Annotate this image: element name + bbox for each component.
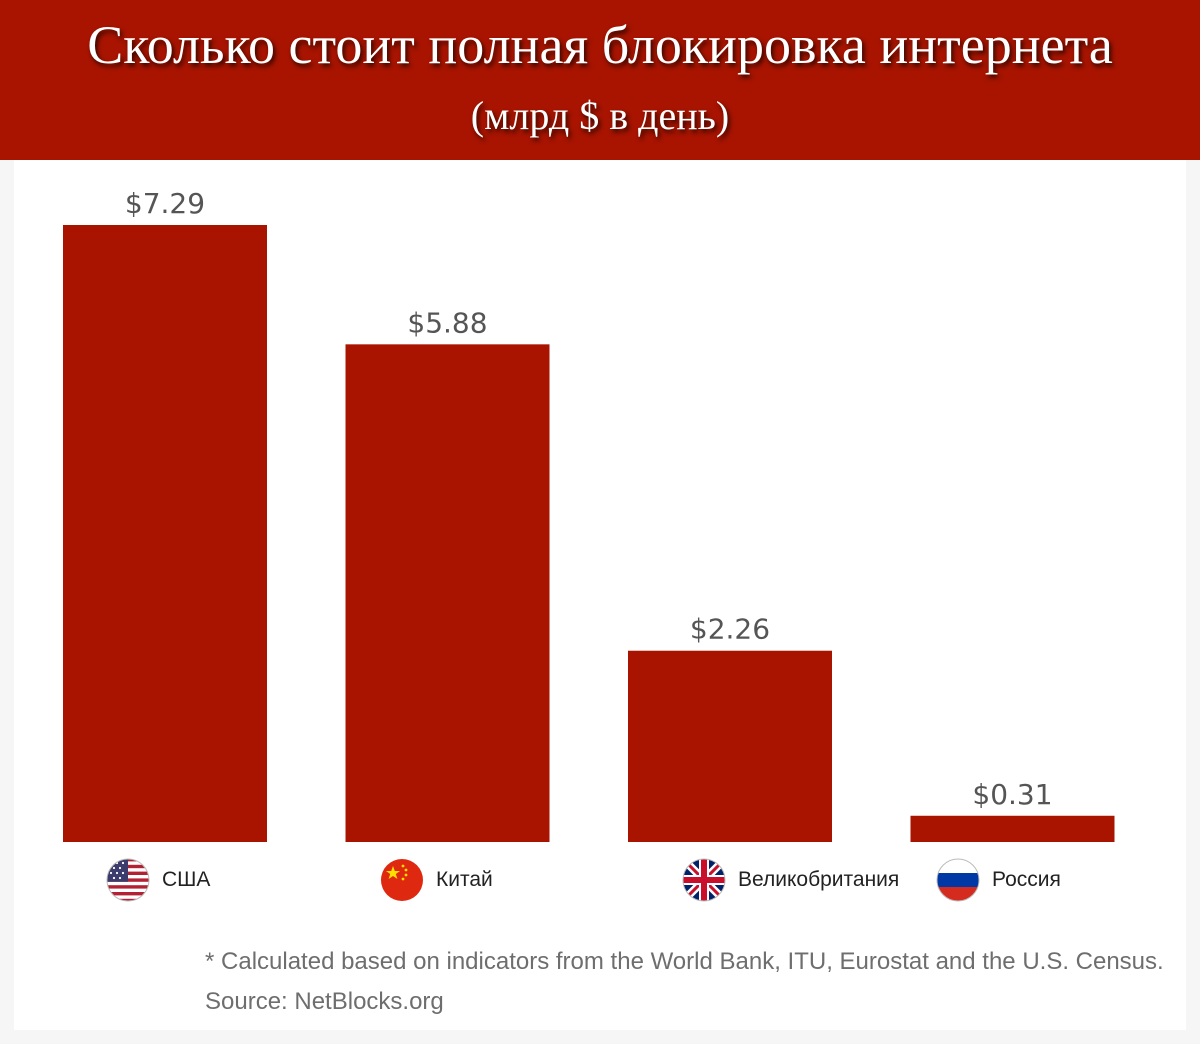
bar-value-label: $0.31: [972, 778, 1052, 811]
russia-flag-icon: [936, 858, 980, 902]
uk-flag-icon: [682, 858, 726, 902]
category-name: США: [162, 868, 211, 891]
category-label-uk: Великобритания: [682, 858, 900, 902]
source-link[interactable]: Source: NetBlocks.org: [205, 988, 444, 1015]
category-name: Китай: [436, 868, 493, 891]
footnote: * Calculated based on indicators from th…: [205, 948, 1164, 975]
bar-value-label: $7.29: [125, 187, 205, 220]
bar-4: [910, 815, 1115, 842]
bar-1: [63, 225, 267, 842]
chart-subtitle: (млрд $ в день): [470, 93, 730, 138]
bar-value-label: $2.26: [690, 613, 770, 646]
category-label-usa: США: [106, 858, 211, 902]
chart-title: Сколько стоит полная блокировка интернет…: [87, 15, 1113, 75]
bar-2: [345, 344, 550, 842]
bar-value-label: $5.88: [407, 306, 487, 339]
china-flag-icon: [381, 859, 423, 901]
category-name: Россия: [992, 868, 1061, 891]
category-label-russia: Россия: [936, 858, 1061, 902]
bar-3: [628, 650, 832, 842]
category-name: Великобритания: [738, 868, 900, 891]
bar-chart: $7.29 $5.88 $2.26 $0.31: [63, 187, 1115, 842]
header-banner: Сколько стоит полная блокировка интернет…: [0, 0, 1200, 160]
category-label-china: Китай: [380, 859, 493, 901]
us-flag-icon: [106, 858, 150, 902]
